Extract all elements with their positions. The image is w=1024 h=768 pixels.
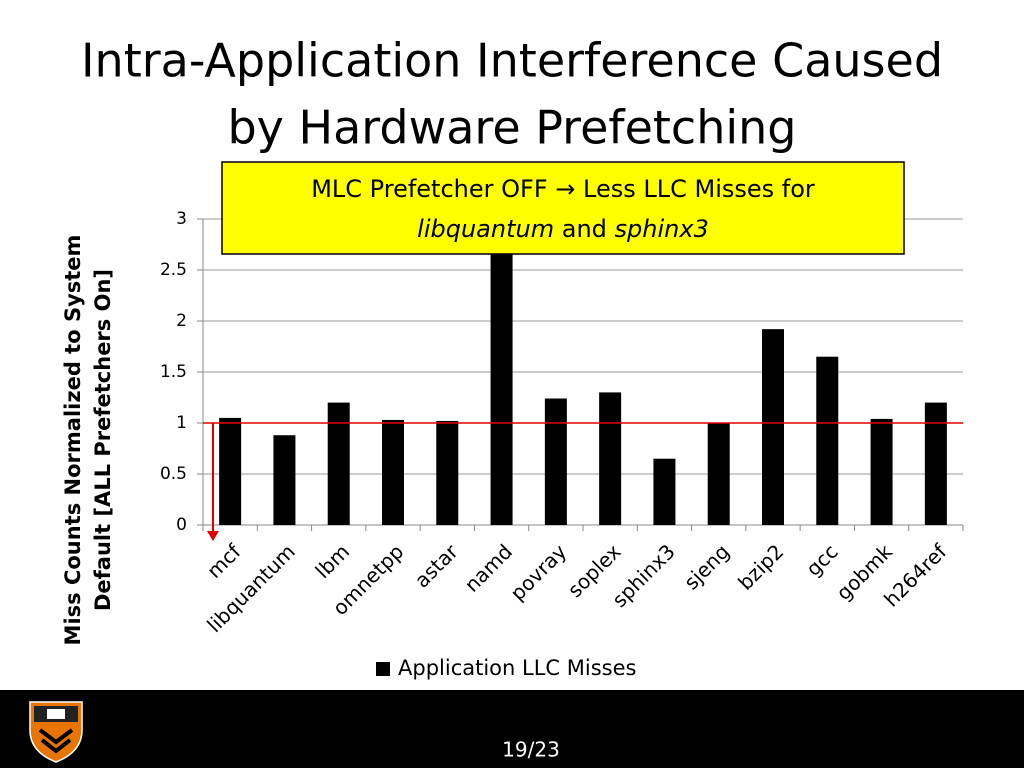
page-number: 19/23 (502, 738, 560, 762)
annotation-em: sphinx3 (615, 215, 709, 243)
annotation-word: and (562, 215, 607, 243)
title-line: Intra-Application Interference Caused (81, 34, 943, 88)
y-axis-label: Default [ALL Prefetchers On] (91, 269, 115, 611)
bar (544, 398, 567, 525)
y-tick-label: 2 (176, 311, 187, 331)
bar (219, 417, 242, 525)
y-axis-label: Miss Counts Normalized to System (61, 235, 85, 646)
legend-swatch (376, 662, 390, 676)
bar (924, 402, 947, 525)
arrow-head (207, 531, 219, 541)
bar (273, 435, 296, 525)
y-tick-label: 0 (176, 515, 187, 535)
y-tick-label: 1 (176, 413, 187, 433)
y-tick-label: 2.5 (160, 260, 187, 280)
bar (382, 419, 404, 525)
bar (870, 418, 893, 525)
annotation-text: libquantum and sphinx3 (417, 215, 709, 243)
logo (29, 701, 83, 763)
y-tick-label: 3 (176, 209, 187, 229)
shield-book (47, 709, 65, 719)
bar (653, 458, 676, 525)
bar (436, 420, 459, 525)
annotation-box (221, 161, 905, 255)
y-tick-label: 0.5 (160, 464, 187, 484)
footer-bar (0, 690, 1024, 768)
bar (762, 329, 784, 525)
annotation-em: libquantum (417, 215, 554, 243)
bar (816, 356, 839, 525)
annotation-text: MLC Prefetcher OFF → Less LLC Misses for (311, 175, 815, 203)
shield-chevrons (38, 728, 74, 754)
y-tick-label: 1.5 (160, 362, 187, 382)
bar (707, 423, 730, 525)
bar (327, 402, 350, 525)
bar (490, 219, 513, 525)
legend-label: Application LLC Misses (398, 656, 636, 680)
bar (599, 392, 622, 525)
title-line: by Hardware Prefetching (227, 101, 796, 155)
